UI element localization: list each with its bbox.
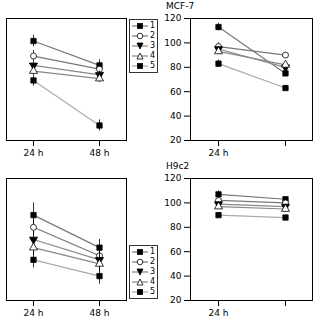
html-text:3: 3 (149, 41, 155, 50)
svg-text:60: 60 (170, 247, 182, 257)
svg-text:80: 80 (170, 222, 182, 232)
html-text:5: 5 (149, 287, 155, 296)
svg-text:24 h: 24 h (23, 308, 43, 318)
html-text:1: 1 (149, 21, 155, 30)
svg-text:120: 120 (164, 173, 181, 183)
html-text:MCF-7: MCF-7 (166, 1, 195, 11)
svg-text:24 h: 24 h (208, 148, 228, 158)
html-text:1: 1 (149, 247, 155, 256)
html-text:3: 3 (149, 267, 155, 276)
html-text:H9c2: H9c2 (166, 161, 190, 171)
svg-text:40: 40 (170, 271, 182, 281)
html-text:4: 4 (149, 277, 155, 286)
html-text:2: 2 (149, 31, 155, 40)
svg-text:24 h: 24 h (23, 148, 43, 158)
html-text:4: 4 (149, 51, 155, 60)
svg-text:40: 40 (170, 111, 182, 121)
svg-text:48 h: 48 h (89, 308, 109, 318)
svg-text:100: 100 (164, 38, 181, 48)
html-text:5: 5 (149, 61, 155, 70)
svg-text:100: 100 (164, 198, 181, 208)
svg-text:60: 60 (170, 87, 182, 97)
svg-text:120: 120 (164, 13, 181, 23)
svg-text:48 h: 48 h (89, 148, 109, 158)
svg-text:24 h: 24 h (208, 308, 228, 318)
html-text:2: 2 (149, 257, 155, 266)
svg-text:20: 20 (170, 135, 182, 145)
svg-text:20: 20 (170, 295, 182, 305)
svg-text:80: 80 (170, 62, 182, 72)
